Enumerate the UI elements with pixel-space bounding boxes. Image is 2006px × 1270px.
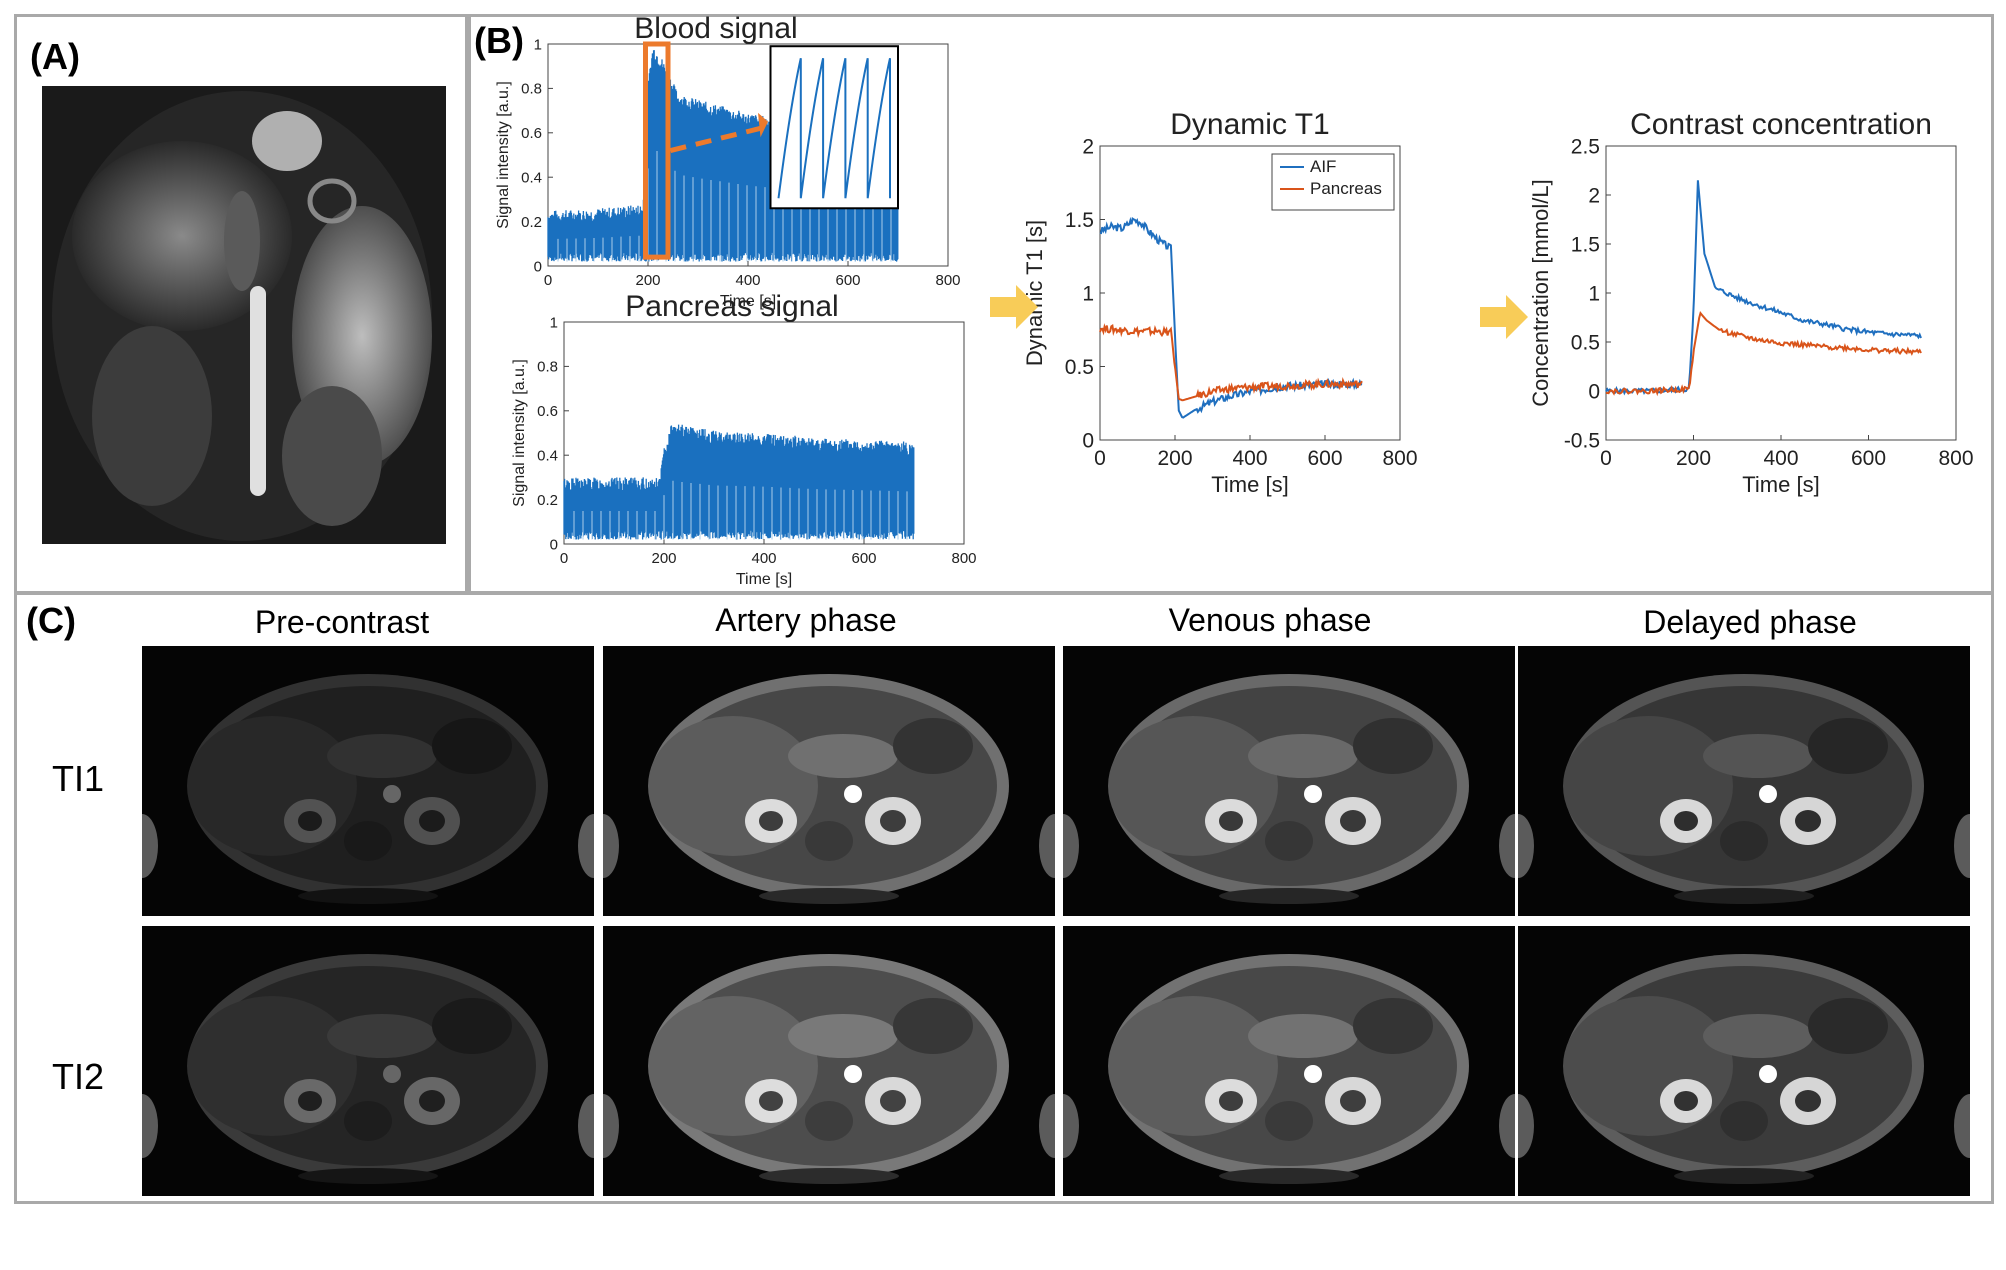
x-tick-label: 600 — [835, 272, 860, 289]
legend-box — [1271, 153, 1395, 211]
x-tick-label: 800 — [935, 272, 960, 289]
y-tick-label: 0.6 — [521, 125, 542, 142]
y-tick-label: 2 — [1082, 135, 1094, 158]
x-tick-label: 400 — [1763, 447, 1798, 470]
y-tick-label: 1.5 — [1065, 209, 1094, 232]
chart-title: Dynamic T1 — [1170, 108, 1330, 141]
x-tick-label: 400 — [735, 272, 760, 289]
x-axis-label: Time [s] — [1211, 472, 1288, 497]
x-tick-label: 0 — [1600, 447, 1612, 470]
x-tick-label: 600 — [1851, 447, 1886, 470]
legend-label: Pancreas — [1310, 179, 1382, 198]
y-tick-label: 0.4 — [537, 447, 558, 464]
dynamic-t1-chart: 0 200 400 600 800 0 0.5 1 1.5 2 Time [s] Dynamic T1… — [1022, 108, 1418, 497]
y-tick-label: 0 — [534, 258, 542, 275]
inset-waveform — [777, 58, 891, 199]
plot-area — [1605, 145, 1957, 441]
y-tick-label: 0.8 — [521, 81, 542, 98]
signal-spikes — [573, 480, 908, 540]
x-tick-label: 200 — [635, 272, 660, 289]
y-tick-label: 0.6 — [537, 403, 558, 420]
series-line — [1606, 310, 1922, 397]
y-axis-label: Dynamic T1 [s] — [1022, 220, 1047, 366]
panel-c-border — [14, 592, 1994, 1204]
legend-label: AIF — [1310, 157, 1336, 176]
x-tick-label: 800 — [951, 550, 976, 567]
axial-mri-image — [603, 646, 1055, 916]
chart-title: Contrast concentration — [1630, 108, 1932, 141]
y-tick-label: 0 — [1588, 380, 1600, 403]
chart-title: Pancreas signal — [625, 290, 838, 323]
y-axis-label: Signal intensity [a.u.] — [495, 81, 512, 229]
highlight-box — [643, 41, 671, 260]
x-tick-label: 0 — [1094, 447, 1106, 470]
zoom-arrow-head — [758, 112, 768, 138]
y-tick-label: 0.2 — [521, 214, 542, 231]
x-tick-label: 0 — [544, 272, 552, 289]
phase-title-delayed: Delayed phase — [1643, 604, 1857, 640]
y-tick-label: 1 — [534, 36, 542, 53]
panel-a-label: (A) — [30, 36, 80, 77]
series-line — [1605, 180, 1922, 396]
y-tick-label: 2 — [1588, 184, 1600, 207]
y-tick-label: 1 — [1588, 282, 1600, 305]
phase-title-pre-contrast: Pre-contrast — [254, 604, 430, 640]
y-tick-label: 0 — [550, 536, 558, 553]
x-tick-label: 800 — [1938, 447, 1973, 470]
axial-mri-image — [142, 926, 594, 1196]
row-label-ti1: TI1 — [52, 758, 105, 799]
x-axis-label: Time [s] — [720, 293, 776, 310]
x-tick-label: 600 — [1307, 447, 1342, 470]
inset-box — [769, 45, 899, 210]
y-axis-label: Concentration [mmol/L] — [1528, 179, 1553, 406]
x-tick-label: 0 — [560, 550, 568, 567]
y-tick-label: 0 — [1082, 429, 1094, 452]
y-tick-label: -0.5 — [1564, 429, 1600, 452]
axial-mri-image — [1518, 926, 1970, 1196]
coronal-mri-image — [42, 86, 446, 544]
chart-title: Blood signal — [634, 12, 797, 45]
x-tick-label: 200 — [1676, 447, 1711, 470]
pancreas-signal-chart: 0 200 400 600 800 0 0.2 0.4 0.6 0.8 1 Time [s] Signa… — [511, 290, 977, 588]
y-tick-label: 0.5 — [1571, 331, 1600, 354]
panel-c-label: (C) — [26, 600, 76, 641]
y-tick-label: 0.8 — [537, 359, 558, 376]
x-tick-label: 200 — [1157, 447, 1192, 470]
row-label-ti2: TI2 — [52, 1056, 105, 1097]
panel-b-label: (B) — [474, 20, 524, 61]
phase-title-venous: Venous phase — [1168, 602, 1372, 638]
x-tick-label: 800 — [1382, 447, 1417, 470]
axial-mri-image — [1063, 646, 1515, 916]
phase-title-artery: Artery phase — [715, 602, 897, 638]
axial-mri-image — [142, 646, 594, 916]
axial-mri-image — [603, 926, 1055, 1196]
series-line — [1099, 323, 1363, 402]
signal-series — [563, 424, 915, 540]
y-tick-label: 2.5 — [1571, 135, 1600, 158]
x-tick-label: 200 — [651, 550, 676, 567]
y-axis-label: Signal intensity [a.u.] — [511, 359, 528, 507]
axial-mri-image — [1063, 926, 1515, 1196]
x-axis-label: Time [s] — [736, 571, 792, 588]
x-tick-label: 400 — [751, 550, 776, 567]
axial-mri-image — [1518, 646, 1970, 916]
y-tick-label: 0.5 — [1065, 356, 1094, 379]
y-tick-label: 0.2 — [537, 492, 558, 509]
right-arrow-icon — [1480, 295, 1528, 339]
y-tick-label: 1 — [1082, 282, 1094, 305]
blood-signal-chart: 0 200 400 600 800 0 0.2 0.4 0.6 0.8 1 Time [s] Signa… — [495, 12, 961, 310]
y-tick-label: 1.5 — [1571, 233, 1600, 256]
right-arrow-icon — [990, 285, 1038, 329]
y-tick-label: 0.4 — [521, 169, 542, 186]
x-tick-label: 600 — [851, 550, 876, 567]
x-tick-label: 400 — [1232, 447, 1267, 470]
y-tick-label: 1 — [550, 314, 558, 331]
zoom-connector — [669, 125, 762, 153]
x-axis-label: Time [s] — [1742, 472, 1819, 497]
